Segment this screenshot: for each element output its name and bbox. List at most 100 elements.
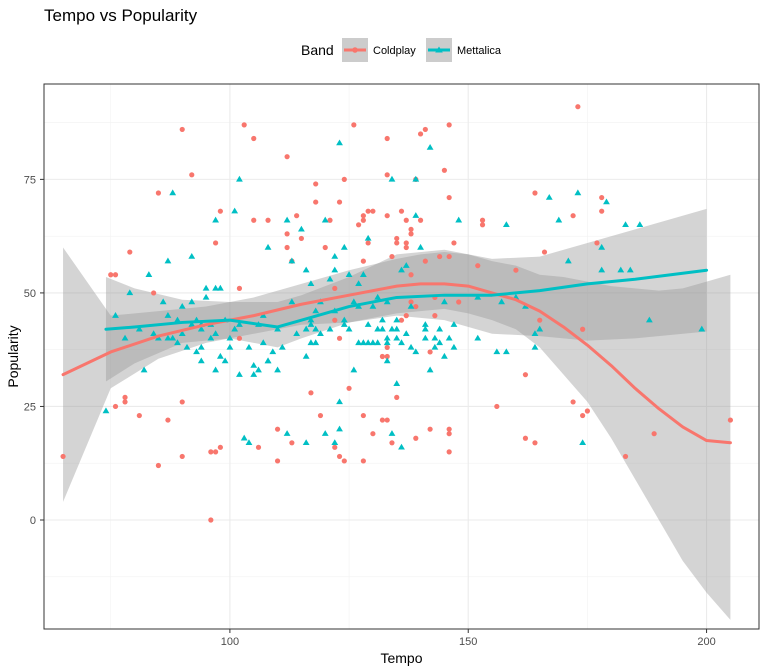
data-point-coldplay (446, 194, 452, 201)
data-point-coldplay (284, 231, 290, 237)
data-point-coldplay (360, 412, 366, 419)
data-point-mettalica (398, 443, 405, 450)
data-point-mettalica (159, 298, 167, 305)
y-tick-label: 0 (30, 515, 36, 527)
x-tick-label: 150 (459, 636, 477, 648)
data-point-coldplay (403, 217, 409, 223)
data-point-coldplay (360, 458, 366, 464)
data-point-coldplay (403, 244, 409, 251)
data-point-coldplay (155, 190, 161, 196)
data-points (60, 104, 734, 523)
confidence-ribbons (63, 208, 731, 620)
data-point-mettalica (345, 271, 353, 277)
data-point-mettalica (231, 207, 239, 214)
data-point-mettalica (364, 321, 372, 327)
data-point-mettalica (412, 175, 420, 182)
data-point-mettalica (502, 348, 510, 355)
data-point-mettalica (383, 298, 391, 305)
data-point-mettalica (398, 266, 405, 273)
data-point-mettalica (226, 343, 234, 350)
data-point-mettalica (236, 175, 243, 182)
chart-title: Tempo vs Popularity (44, 6, 198, 25)
data-point-coldplay (360, 258, 366, 264)
data-point-mettalica (603, 198, 610, 205)
data-point-coldplay (456, 299, 462, 305)
data-point-coldplay (294, 213, 300, 219)
data-point-coldplay (370, 431, 376, 437)
data-point-mettalica (312, 325, 320, 332)
axes: 100 150 200 0 25 50 75 (24, 174, 716, 648)
data-point-mettalica (421, 334, 429, 341)
data-point-mettalica (564, 257, 572, 264)
data-point-mettalica (645, 316, 653, 323)
data-point-mettalica (302, 352, 310, 359)
data-point-coldplay (384, 135, 390, 142)
data-point-coldplay (622, 453, 629, 460)
data-point-mettalica (255, 366, 262, 373)
data-point-coldplay (408, 272, 414, 278)
data-point-coldplay (417, 131, 424, 137)
data-point-coldplay (446, 431, 452, 437)
data-point-coldplay (265, 217, 271, 223)
data-point-coldplay (479, 222, 486, 228)
data-point-mettalica (407, 343, 415, 350)
data-point-mettalica (264, 357, 272, 364)
data-point-coldplay (341, 458, 347, 464)
data-point-mettalica (336, 139, 343, 146)
data-point-mettalica (331, 266, 339, 273)
data-point-coldplay (417, 217, 424, 223)
data-point-coldplay (313, 199, 319, 205)
legend-title: Band (301, 42, 334, 58)
data-point-mettalica (388, 175, 396, 182)
data-point-mettalica (245, 343, 253, 350)
data-point-mettalica (374, 325, 382, 332)
data-point-mettalica (135, 325, 143, 332)
data-point-mettalica (188, 298, 196, 305)
data-point-coldplay (217, 208, 223, 214)
data-point-coldplay (365, 208, 371, 214)
data-point-mettalica (274, 325, 281, 332)
data-point-mettalica (393, 316, 401, 323)
data-point-coldplay (213, 240, 219, 246)
data-point-mettalica (259, 312, 267, 318)
data-point-coldplay (60, 453, 66, 460)
data-point-coldplay (570, 213, 576, 219)
data-point-mettalica (326, 325, 334, 332)
data-point-mettalica (312, 339, 320, 346)
data-point-mettalica (231, 325, 239, 332)
data-point-mettalica (536, 325, 544, 332)
data-point-mettalica (197, 343, 205, 350)
data-point-coldplay (580, 412, 586, 419)
data-point-mettalica (379, 325, 386, 332)
data-point-coldplay (384, 172, 390, 178)
data-point-mettalica (455, 216, 463, 223)
data-point-mettalica (336, 398, 343, 405)
confidence-ribbon-mettalica (105, 208, 707, 382)
data-point-mettalica (698, 325, 706, 332)
data-point-coldplay (336, 453, 343, 460)
data-point-coldplay (351, 122, 357, 128)
data-point-coldplay (241, 122, 247, 128)
data-point-mettalica (579, 439, 587, 445)
data-point-mettalica (302, 266, 310, 273)
data-point-mettalica (436, 325, 444, 332)
data-point-coldplay (327, 217, 333, 223)
data-point-mettalica (169, 334, 177, 341)
data-point-mettalica (126, 289, 134, 296)
data-point-mettalica (369, 302, 377, 309)
data-point-coldplay (332, 317, 338, 323)
data-point-coldplay (413, 435, 419, 441)
data-point-mettalica (250, 361, 258, 368)
data-point-mettalica (450, 321, 458, 327)
data-point-coldplay (408, 299, 414, 305)
confidence-ribbon-coldplay (63, 247, 731, 620)
data-point-mettalica (626, 266, 634, 273)
data-point-coldplay (208, 517, 214, 523)
data-point-coldplay (398, 317, 405, 323)
data-point-mettalica (421, 325, 429, 332)
data-point-coldplay (594, 240, 600, 246)
data-point-mettalica (226, 334, 234, 341)
data-point-coldplay (446, 122, 452, 128)
data-point-mettalica (445, 334, 453, 341)
data-point-mettalica (212, 216, 219, 223)
